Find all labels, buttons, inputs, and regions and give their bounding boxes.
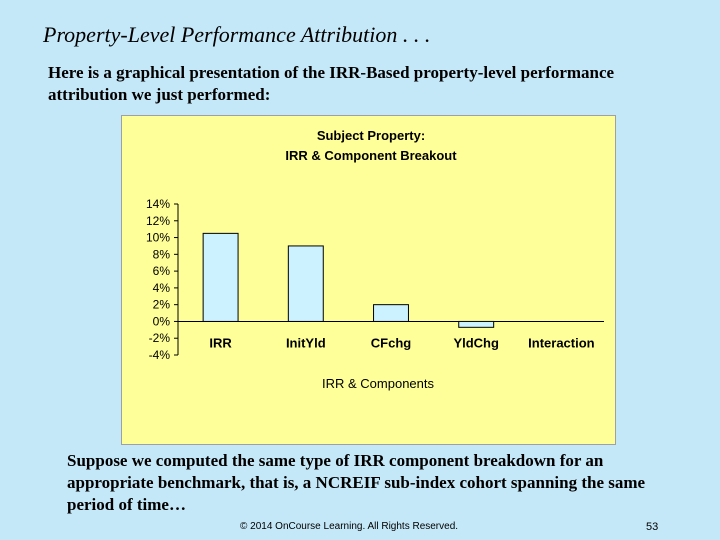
y-tick-label: 12% [146,214,170,228]
x-category-label: Interaction [528,335,595,350]
bar-cfchg [373,304,409,322]
slide-title: Property-Level Performance Attribution .… [43,22,431,47]
y-tick-label: -2% [149,331,171,345]
x-category-label: InitYld [286,335,326,350]
chart-panel: Subject Property: IRR & Component Breako… [121,115,616,445]
y-tick-label: 0% [153,314,171,328]
y-axis: 14% 12% 10% 8% 6% 4% 2% 0% -2% -4% [146,197,604,362]
y-tick-label: 2% [153,298,171,312]
bar-irr [202,232,239,322]
y-tick-label: 4% [153,281,171,295]
y-tick-label: 10% [146,231,170,245]
chart-title-line2: IRR & Component Breakout [285,148,457,163]
intro-text: Here is a graphical presentation of the … [48,63,615,104]
y-tick-label: -4% [149,348,171,362]
x-category-label: YldChg [453,335,499,350]
y-tick-label: 14% [146,197,170,211]
bar-yldchg [458,320,495,328]
chart-title-line1: Subject Property: [317,128,425,143]
page-number: 53 [646,521,659,533]
outro-text: Suppose we computed the same type of IRR… [67,451,646,514]
x-category-label: CFchg [371,335,412,350]
x-axis-labels: IRR InitYld CFchg YldChg Interaction [209,335,594,350]
x-category-label: IRR [209,335,232,350]
bars [202,232,495,328]
bar-inityld [287,245,324,322]
x-axis-title: IRR & Components [322,376,434,391]
bar-chart: Subject Property: IRR & Component Breako… [146,128,604,391]
y-tick-label: 6% [153,264,171,278]
copyright-footer: © 2014 OnCourse Learning. All Rights Res… [240,521,459,532]
y-tick-label: 8% [153,247,171,261]
